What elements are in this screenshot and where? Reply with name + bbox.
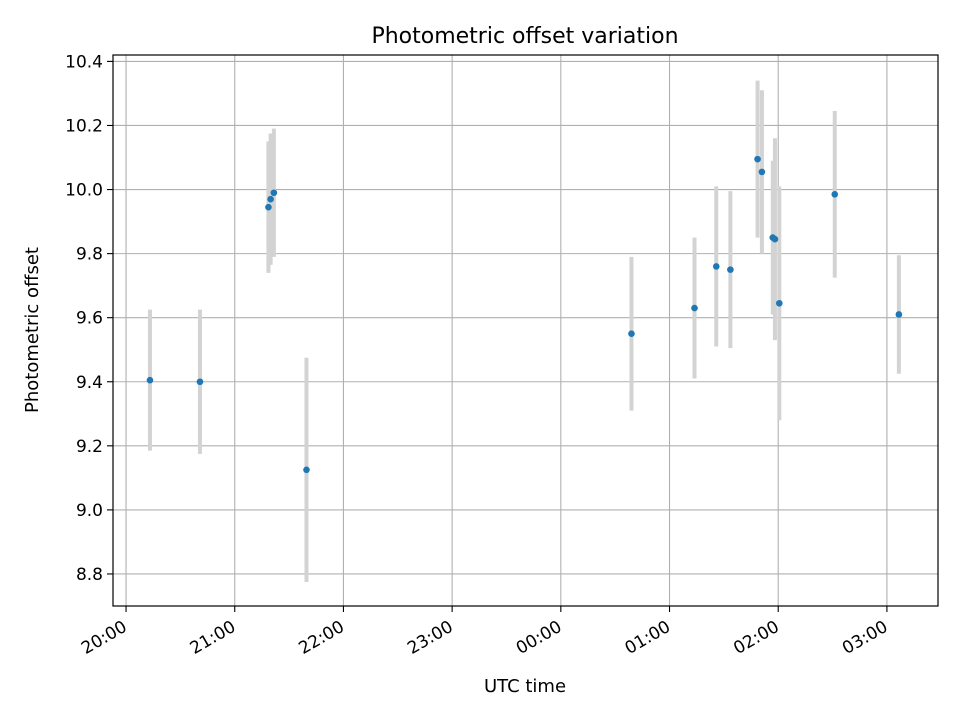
data-point — [727, 266, 734, 273]
data-point — [691, 304, 698, 312]
data-point — [895, 311, 903, 318]
data-point — [776, 299, 783, 307]
y-tick-label: 10.0 — [65, 181, 103, 201]
data-point — [270, 189, 278, 197]
data-point — [265, 203, 272, 211]
data-point — [758, 168, 766, 176]
data-point — [712, 263, 720, 270]
x-axis-label: UTC time — [484, 676, 566, 697]
y-tick-label: 9.0 — [76, 501, 103, 521]
grid — [113, 55, 938, 606]
chart-title: Photometric offset variation — [371, 24, 678, 49]
y-axis: 8.8 9.0 9.2 9.4 9.6 9.8 10.0 10.2 10.4 — [65, 52, 113, 585]
data-point — [771, 235, 779, 243]
data-point — [303, 466, 310, 474]
data-point — [628, 330, 635, 338]
data-point — [267, 195, 274, 203]
y-tick-label: 8.8 — [76, 565, 103, 585]
y-tick-label: 9.2 — [76, 437, 103, 457]
data-point — [831, 191, 839, 198]
y-tick-label: 10.4 — [65, 52, 103, 72]
y-tick-label: 9.6 — [76, 309, 103, 329]
plot-frame — [112, 54, 939, 607]
data-points — [146, 155, 903, 474]
data-point — [146, 376, 154, 384]
y-tick-label: 9.8 — [76, 245, 103, 265]
y-tick-label: 9.4 — [76, 373, 103, 393]
data-point — [754, 155, 761, 163]
y-tick-label: 10.2 — [65, 116, 103, 136]
data-point — [196, 378, 204, 386]
y-axis-label: Photometric offset — [22, 247, 43, 413]
